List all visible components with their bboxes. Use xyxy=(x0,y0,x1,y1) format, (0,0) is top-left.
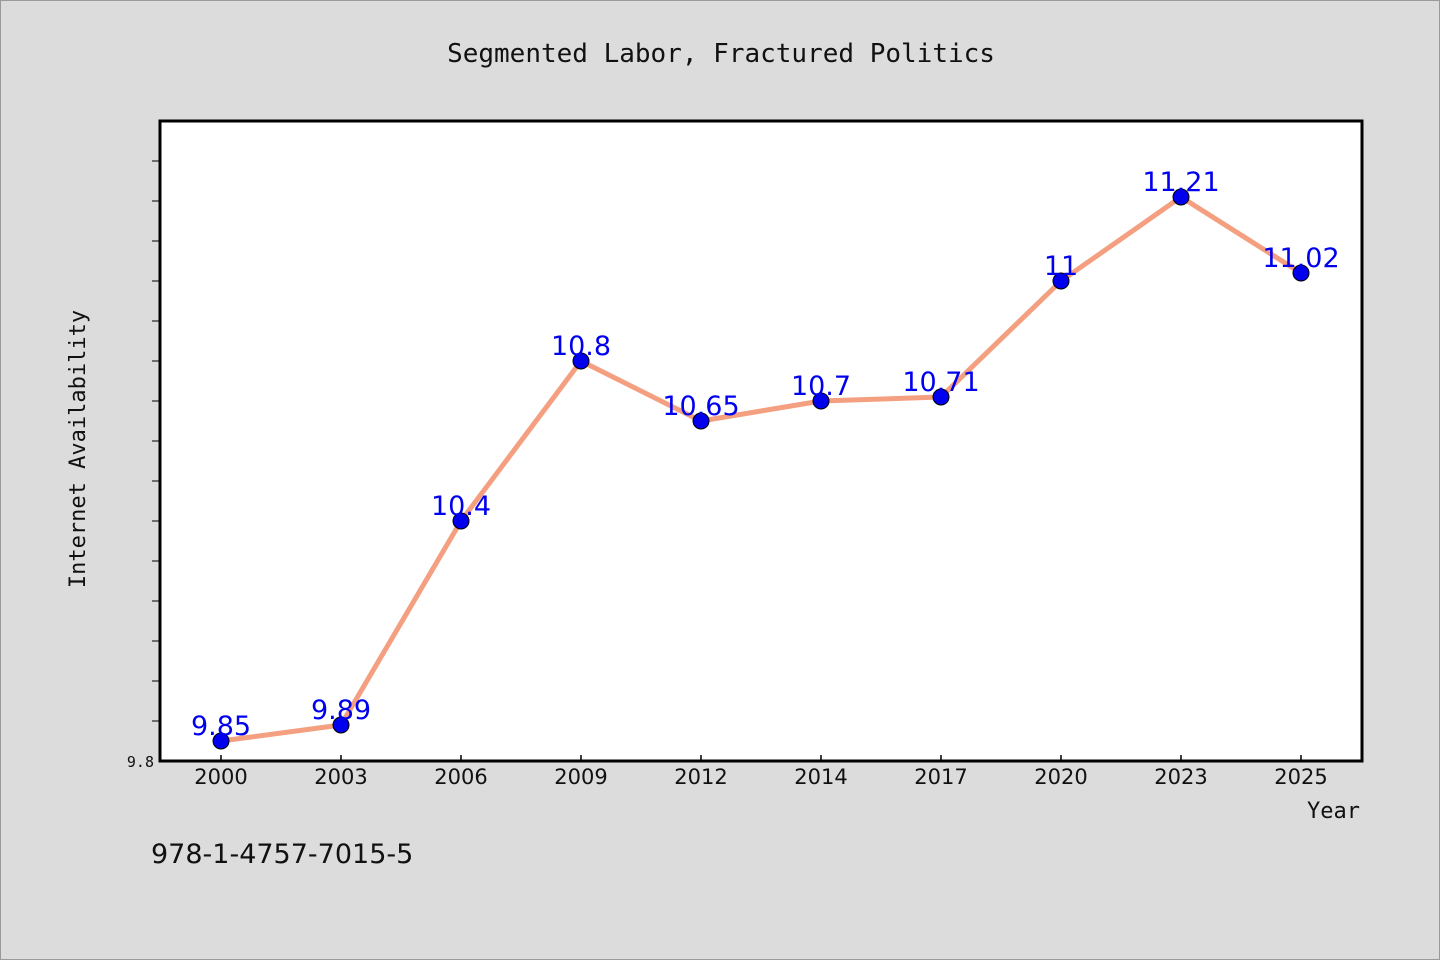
data-point-marker xyxy=(1172,188,1190,206)
x-tick-label: 2014 xyxy=(794,765,847,789)
data-point-label: 9.85 xyxy=(191,711,251,742)
x-tick-label: 2017 xyxy=(914,765,967,789)
data-point-label: 10.65 xyxy=(662,391,739,422)
data-point-marker xyxy=(1052,272,1070,290)
data-point-label: 10.7 xyxy=(791,371,851,402)
data-point-marker xyxy=(932,388,950,406)
data-point-marker xyxy=(692,412,710,430)
data-point-label: 11.21 xyxy=(1142,167,1219,198)
data-point-label: 10.8 xyxy=(551,331,611,362)
data-point-marker xyxy=(212,732,230,750)
data-point-marker xyxy=(812,392,830,410)
data-labels: 9.85 9.89 10.4 10.8 10.65 10.7 10.71 11 11.21 11.… xyxy=(191,167,1340,742)
x-tick-label: 2023 xyxy=(1154,765,1207,789)
data-point-label: 9.89 xyxy=(311,695,371,726)
x-axis-label: Year xyxy=(1307,799,1360,824)
series-line xyxy=(220,194,1303,744)
x-tick-label: 2006 xyxy=(434,765,487,789)
data-point-label: 10.71 xyxy=(902,367,979,398)
y-axis: 9.8 xyxy=(127,160,160,771)
data-point-label: 11 xyxy=(1044,251,1078,282)
y-tick-label: 9.8 xyxy=(127,753,154,771)
data-point-label: 11.02 xyxy=(1262,243,1339,274)
x-axis: 2000 2003 2006 2009 2012 2014 2017 2020 2023 2025 xyxy=(194,755,1328,789)
x-tick-label: 2009 xyxy=(554,765,607,789)
data-point-marker xyxy=(452,512,470,530)
x-tick-label: 2000 xyxy=(194,765,247,789)
data-point-marker xyxy=(1292,264,1310,282)
x-tick-label: 2020 xyxy=(1034,765,1087,789)
y-axis-label: Internet Availability xyxy=(66,310,91,588)
data-point-marker xyxy=(332,716,350,734)
isbn-footer: 978-1-4757-7015-5 xyxy=(151,839,413,870)
series-markers xyxy=(212,188,1310,750)
x-tick-label: 2012 xyxy=(674,765,727,789)
plot-area xyxy=(158,119,1364,763)
x-tick-label: 2003 xyxy=(314,765,367,789)
chart-title: Segmented Labor, Fractured Politics xyxy=(447,39,995,69)
x-tick-label: 2025 xyxy=(1274,765,1327,789)
data-point-label: 10.4 xyxy=(431,491,491,522)
data-point-marker xyxy=(572,352,590,370)
